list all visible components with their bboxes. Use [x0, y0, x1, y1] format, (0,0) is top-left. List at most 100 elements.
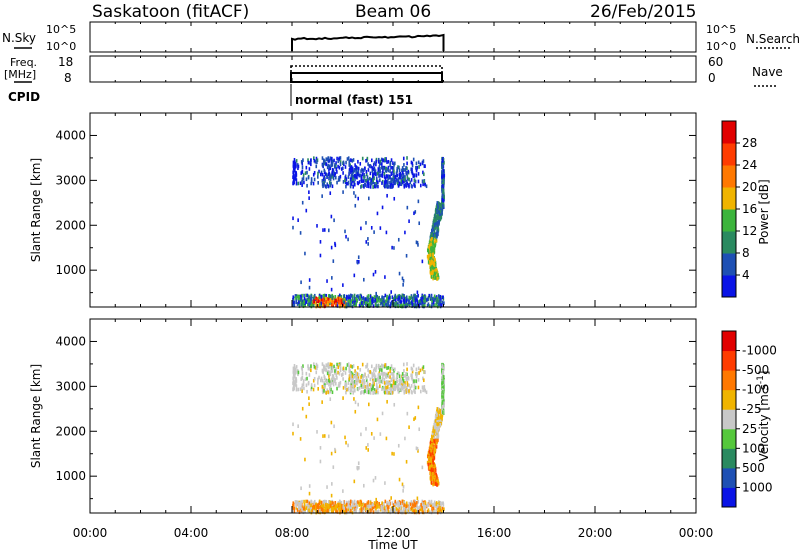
- velocity-echo: [414, 416, 417, 420]
- velocity-echo: [353, 388, 356, 393]
- velocity-echo: [313, 364, 316, 369]
- power-echo: [430, 294, 433, 298]
- power-echo: [437, 273, 439, 277]
- velocity-echo: [433, 500, 436, 505]
- velocity-echo: [326, 508, 329, 513]
- power-echo: [373, 184, 376, 189]
- velocity-echo: [292, 501, 295, 505]
- freq-label-2: [MHz]: [4, 68, 36, 81]
- power-echo: [348, 163, 351, 167]
- power-echo: [382, 158, 384, 162]
- velocity-echo: [390, 496, 392, 500]
- velocity-echo: [334, 447, 336, 452]
- velocity-echo: [442, 369, 444, 374]
- colorbar-swatch: [722, 389, 736, 410]
- velocity-echo: [441, 404, 444, 409]
- velocity-echo: [363, 381, 365, 386]
- power-echo: [402, 173, 405, 177]
- velocity-echo: [339, 502, 341, 507]
- power-echo: [435, 218, 437, 222]
- power-echo: [293, 303, 296, 308]
- colorbar-tick-label: -25: [742, 402, 762, 416]
- power-echo: [315, 164, 318, 169]
- power-echo: [314, 160, 317, 164]
- power-echo: [336, 156, 338, 161]
- power-echo: [409, 180, 412, 185]
- power-echo: [377, 160, 380, 164]
- velocity-echo: [355, 509, 357, 514]
- power-echo: [303, 300, 305, 304]
- power-echo: [441, 198, 444, 203]
- power-echo: [407, 298, 410, 302]
- power-echo: [325, 162, 327, 167]
- power-echo: [375, 300, 377, 305]
- colorbar-swatch: [722, 121, 736, 144]
- power-echo: [295, 297, 298, 302]
- power-echo: [326, 182, 329, 186]
- power-echo: [324, 172, 327, 176]
- power-echo: [342, 294, 345, 299]
- velocity-echo: [331, 366, 333, 371]
- velocity-echo: [381, 368, 383, 372]
- power-echo: [443, 161, 445, 165]
- velocity-echo: [349, 389, 352, 393]
- velocity-echo: [428, 510, 431, 514]
- velocity-echo: [351, 374, 354, 379]
- power-echo: [345, 160, 347, 165]
- power-echo: [424, 182, 426, 187]
- power-echo: [354, 203, 357, 208]
- power-echo: [306, 170, 308, 175]
- power-echo: [385, 302, 388, 307]
- velocity-echo: [297, 370, 300, 375]
- power-echo: [409, 296, 412, 301]
- power-echo: [325, 157, 328, 161]
- colorbar-tick-label: 12: [742, 224, 757, 238]
- power-echo: [370, 225, 373, 230]
- velocity-echo: [381, 380, 384, 384]
- velocity-echo: [325, 363, 328, 367]
- power-echo: [339, 160, 342, 164]
- velocity-ylabel: Slant Range [km]: [29, 364, 43, 468]
- power-echo: [417, 179, 420, 184]
- power-echo: [334, 294, 337, 299]
- velocity-echo: [305, 414, 308, 419]
- power-echo: [394, 174, 397, 179]
- power-echo: [439, 207, 441, 212]
- power-echo: [413, 293, 415, 298]
- velocity-echo: [334, 500, 337, 505]
- power-echo: [342, 299, 344, 303]
- power-echo: [352, 185, 355, 189]
- power-echo: [357, 169, 360, 173]
- velocity-echo: [433, 473, 436, 477]
- power-echo: [302, 158, 304, 162]
- velocity-echo: [295, 382, 297, 387]
- power-echo: [432, 254, 434, 259]
- power-echo: [398, 271, 401, 276]
- velocity-echo: [406, 376, 408, 381]
- power-echo: [421, 300, 423, 304]
- velocity-echo: [408, 383, 410, 388]
- velocity-echo: [333, 364, 335, 369]
- velocity-echo: [424, 505, 426, 509]
- velocity-echo: [298, 506, 300, 511]
- power-echo: [308, 298, 310, 303]
- power-echo: [375, 294, 378, 299]
- power-echo: [423, 172, 425, 177]
- power-echo: [374, 298, 377, 302]
- power-echo: [304, 301, 306, 306]
- power-echo: [335, 167, 338, 171]
- power-echo: [319, 304, 322, 309]
- radar-title: Saskatoon (fitACF): [92, 2, 249, 22]
- velocity-echo: [434, 419, 437, 423]
- power-echo: [436, 223, 439, 227]
- velocity-echo: [373, 388, 376, 392]
- velocity-echo: [440, 504, 442, 508]
- velocity-echo: [389, 386, 391, 391]
- power-echo: [343, 304, 346, 309]
- power-echo: [318, 169, 320, 174]
- velocity-echo: [350, 376, 352, 380]
- velocity-echo: [442, 390, 444, 394]
- power-echo: [304, 251, 306, 256]
- velocity-echo: [419, 389, 422, 394]
- power-echo: [336, 304, 339, 308]
